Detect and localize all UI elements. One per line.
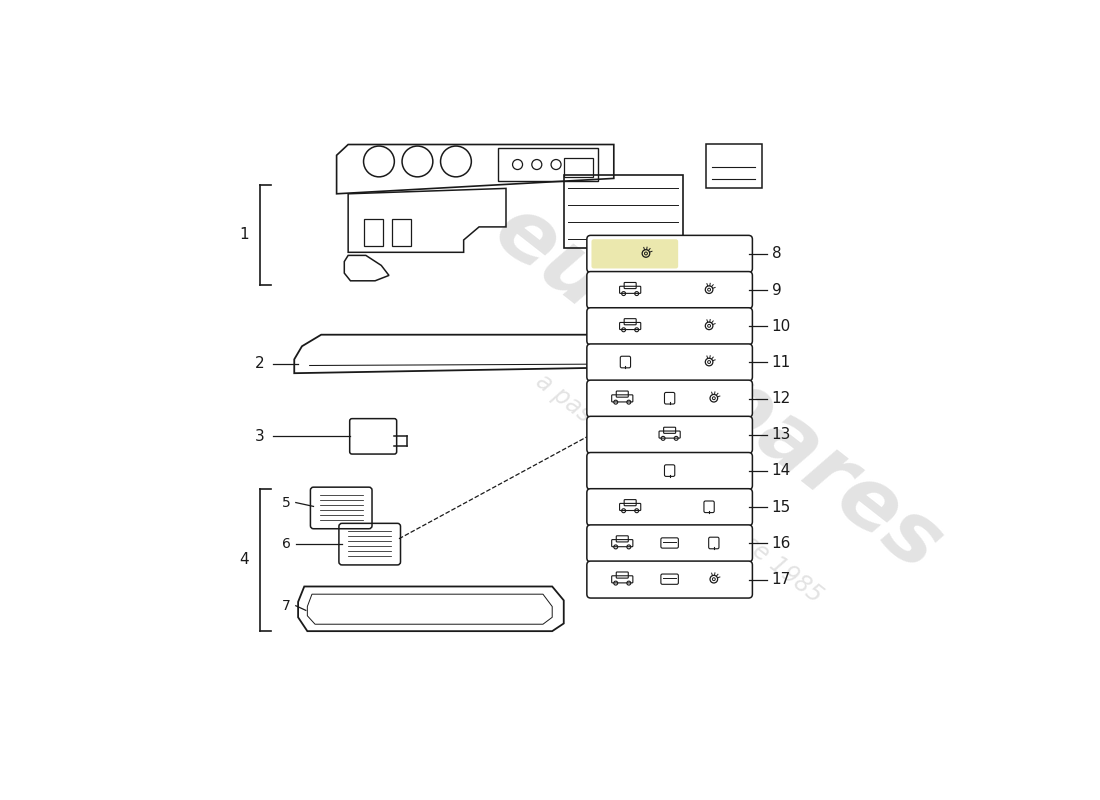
Text: 13: 13 — [772, 427, 791, 442]
FancyBboxPatch shape — [586, 416, 752, 454]
FancyBboxPatch shape — [586, 525, 752, 562]
FancyBboxPatch shape — [586, 308, 752, 345]
FancyBboxPatch shape — [592, 239, 679, 269]
Text: 9: 9 — [772, 282, 781, 298]
Text: 3: 3 — [255, 429, 264, 444]
Text: 10: 10 — [772, 318, 791, 334]
Text: 7: 7 — [283, 598, 290, 613]
Text: eurospares: eurospares — [477, 188, 958, 589]
Text: 12: 12 — [772, 391, 791, 406]
FancyBboxPatch shape — [586, 453, 752, 490]
Text: a passion for parts since 1985: a passion for parts since 1985 — [531, 370, 827, 608]
Text: 16: 16 — [772, 536, 791, 551]
Text: 11: 11 — [772, 355, 791, 370]
Text: 4: 4 — [240, 553, 249, 567]
Text: 17: 17 — [772, 572, 791, 587]
Text: 2: 2 — [255, 357, 264, 371]
Text: 6: 6 — [282, 537, 292, 551]
FancyBboxPatch shape — [586, 344, 752, 381]
Text: 5: 5 — [283, 495, 290, 510]
FancyBboxPatch shape — [586, 380, 752, 417]
FancyBboxPatch shape — [586, 235, 752, 272]
FancyBboxPatch shape — [586, 489, 752, 526]
Text: 14: 14 — [772, 463, 791, 478]
Text: 1: 1 — [240, 227, 249, 242]
Text: 8: 8 — [772, 246, 781, 262]
Text: 15: 15 — [772, 500, 791, 514]
FancyBboxPatch shape — [586, 271, 752, 309]
FancyBboxPatch shape — [586, 561, 752, 598]
